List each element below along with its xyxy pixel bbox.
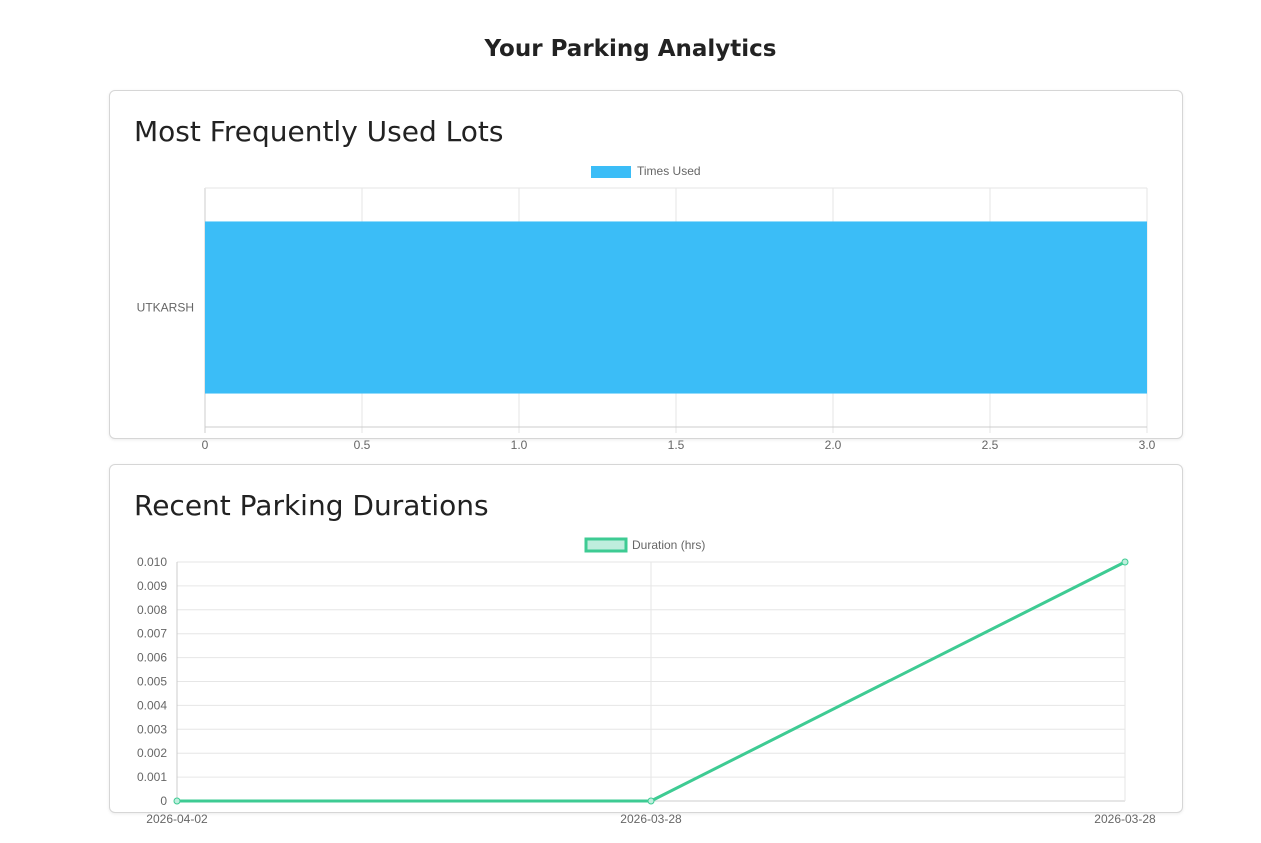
y-tick-label: 0.004 <box>137 698 167 712</box>
x-tick-label: 2026-04-02 <box>146 812 208 826</box>
legend-label-duration: Duration (hrs) <box>632 538 705 552</box>
y-tick-label: UTKARSH <box>137 301 194 315</box>
y-tick-label: 0 <box>160 794 167 808</box>
y-tick-label: 0.006 <box>137 651 167 665</box>
x-tick-label: 0.5 <box>354 438 371 452</box>
most-used-lots-title: Most Frequently Used Lots <box>134 115 504 148</box>
y-tick-label: 0.009 <box>137 579 167 593</box>
legend-swatch-duration <box>584 537 628 553</box>
parking-durations-card: Recent Parking Durations <box>109 464 1183 813</box>
data-point <box>1121 558 1129 566</box>
x-tick-label: 3.0 <box>1139 438 1156 452</box>
y-tick-label: 0.002 <box>137 746 167 760</box>
page-title: Your Parking Analytics <box>484 36 777 62</box>
x-tick-label: 2.5 <box>982 438 999 452</box>
legend-swatch-times-used <box>591 166 631 178</box>
parking-durations-title: Recent Parking Durations <box>134 489 489 522</box>
y-tick-label: 0.003 <box>137 722 167 736</box>
data-point <box>173 797 181 805</box>
bar-utkarsh <box>205 221 1147 394</box>
y-tick-label: 0.005 <box>137 675 167 689</box>
x-tick-label: 0 <box>202 438 209 452</box>
y-tick-label: 0.010 <box>137 555 167 569</box>
x-tick-label: 2.0 <box>825 438 842 452</box>
x-tick-label: 2026-03-28 <box>620 812 682 826</box>
x-tick-label: 1.5 <box>668 438 685 452</box>
y-tick-label: 0.001 <box>137 770 167 784</box>
y-tick-label: 0.007 <box>137 627 167 641</box>
x-tick-label: 2026-03-28 <box>1094 812 1156 826</box>
y-tick-label: 0.008 <box>137 603 167 617</box>
x-tick-label: 1.0 <box>511 438 528 452</box>
legend-label-times-used: Times Used <box>637 164 701 178</box>
data-point <box>647 797 655 805</box>
